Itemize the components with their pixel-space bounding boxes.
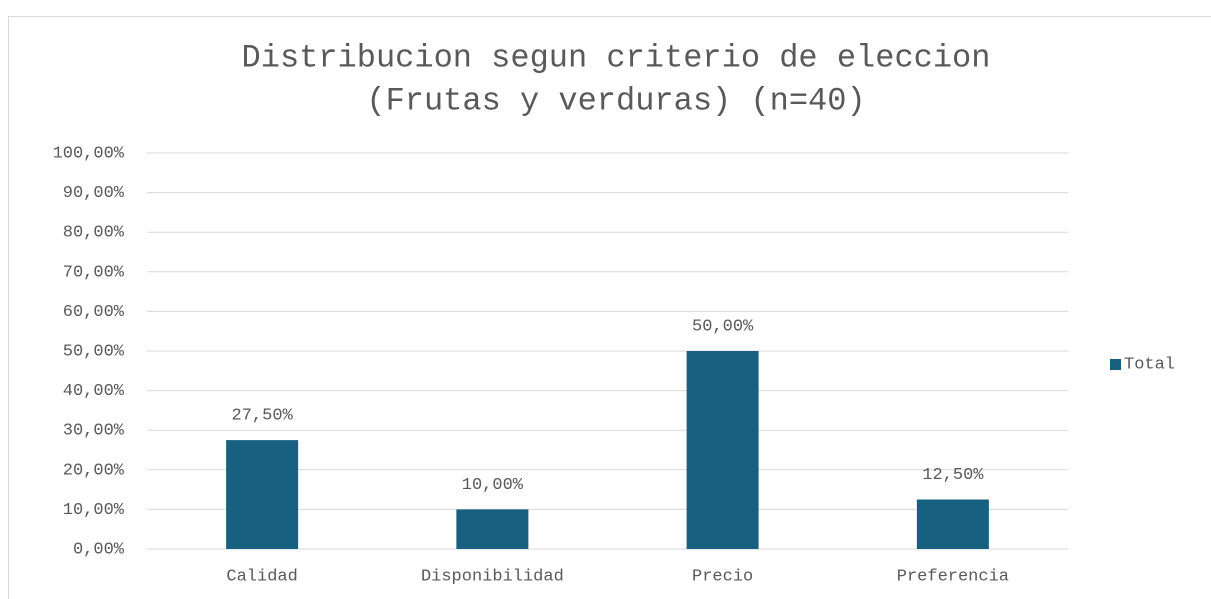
y-tick-label: 0,00% [73, 540, 125, 559]
y-tick-label: 20,00% [63, 461, 125, 480]
y-tick-label: 70,00% [63, 263, 125, 282]
data-label: 12,50% [922, 466, 984, 485]
x-tick-label: Disponibilidad [421, 567, 564, 586]
legend-label: Total [1124, 355, 1175, 374]
data-label: 50,00% [692, 317, 754, 336]
y-tick-label: 90,00% [63, 184, 125, 203]
y-tick-label: 100,00% [53, 144, 125, 163]
bar [456, 509, 529, 549]
bar [686, 351, 759, 549]
x-tick-label: Preferencia [897, 567, 1009, 586]
y-tick-label: 30,00% [63, 422, 125, 441]
bar [226, 440, 299, 549]
chart-border [8, 16, 1211, 599]
y-tick-label: 10,00% [63, 501, 125, 520]
x-tick-label: Precio [692, 567, 753, 586]
data-label: 27,50% [232, 407, 294, 426]
y-tick-label: 80,00% [63, 224, 125, 243]
bar [916, 499, 989, 549]
y-tick-label: 40,00% [63, 382, 125, 401]
y-tick-label: 60,00% [63, 303, 125, 322]
chart-title: (Frutas y verduras) (n=40) [366, 82, 865, 119]
chart-title: Distribucion segun criterio de eleccion [242, 39, 991, 76]
x-tick-label: Calidad [226, 567, 297, 586]
legend-swatch [1110, 359, 1121, 370]
y-tick-label: 50,00% [63, 342, 125, 361]
data-label: 10,00% [462, 476, 524, 495]
